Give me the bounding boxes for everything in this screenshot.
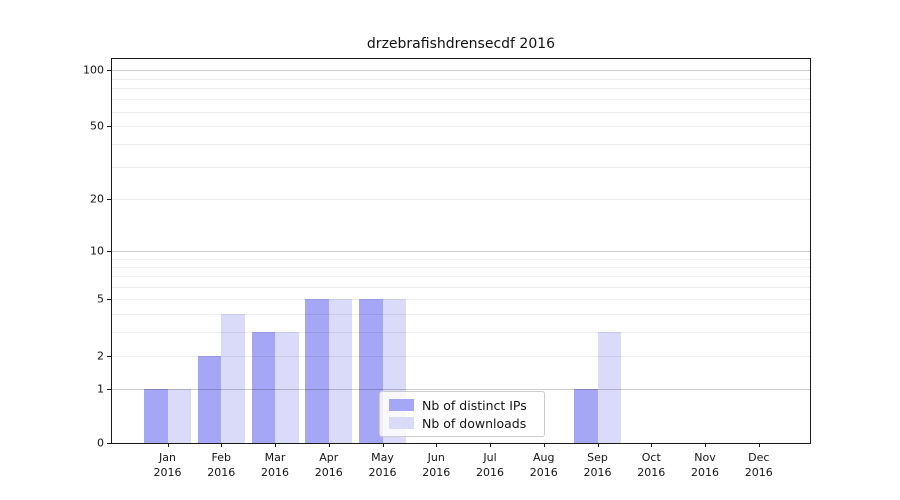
x-tick-mark bbox=[758, 443, 760, 447]
gridline-minor bbox=[112, 126, 810, 127]
legend-item-distinct-ips: Nb of distinct IPs bbox=[389, 397, 535, 413]
x-tick-mark bbox=[275, 443, 276, 447]
x-tick-mark bbox=[382, 443, 384, 447]
bar-downloads bbox=[597, 331, 621, 443]
x-tick-label: Nov 2016 bbox=[691, 451, 719, 479]
x-tick-label: Apr 2016 bbox=[314, 451, 343, 479]
gridline-decade bbox=[112, 251, 810, 252]
legend-swatch-distinct-ips bbox=[389, 399, 414, 411]
x-tick-label: Aug 2016 bbox=[529, 451, 558, 479]
legend-label-distinct-ips: Nb of distinct IPs bbox=[422, 397, 527, 413]
y-tick-mark bbox=[107, 299, 111, 300]
y-tick-mark bbox=[107, 443, 111, 444]
x-tick-label: Jan 2016 bbox=[153, 451, 182, 479]
y-tick-mark bbox=[107, 389, 111, 390]
gridline-decade bbox=[112, 70, 810, 71]
y-tick-mark bbox=[107, 251, 111, 252]
x-tick-mark bbox=[328, 443, 330, 447]
bar-distinct-ips bbox=[359, 299, 383, 443]
gridline-minor bbox=[112, 314, 810, 315]
gridline-minor bbox=[112, 286, 810, 288]
x-tick-mark bbox=[705, 443, 706, 447]
x-tick-mark bbox=[221, 443, 223, 447]
gridline-minor bbox=[112, 258, 810, 260]
gridline-minor bbox=[112, 99, 810, 100]
x-tick-mark bbox=[543, 443, 545, 447]
x-tick-mark bbox=[490, 443, 491, 447]
x-tick-label: Sep 2016 bbox=[583, 451, 612, 479]
y-tick-label: 20 bbox=[90, 192, 104, 206]
y-tick-label: 50 bbox=[90, 119, 104, 133]
gridline-minor bbox=[112, 167, 810, 168]
x-tick-label: Oct 2016 bbox=[637, 451, 666, 479]
legend: Nb of distinct IPs Nb of downloads bbox=[379, 391, 545, 437]
gridline-minor bbox=[112, 266, 810, 268]
y-tick-mark bbox=[107, 70, 111, 71]
bar-distinct-ips bbox=[197, 356, 222, 443]
chart-title: drzebrafishdrensecdf 2016 bbox=[366, 36, 556, 52]
y-tick-label: 100 bbox=[83, 63, 104, 77]
bar-downloads bbox=[275, 331, 299, 443]
bar-downloads bbox=[221, 314, 245, 443]
y-tick-label: 0 bbox=[97, 436, 104, 450]
bar-distinct-ips bbox=[144, 389, 168, 443]
x-tick-mark bbox=[651, 443, 653, 447]
y-tick-label: 1 bbox=[97, 382, 104, 396]
gridline-minor bbox=[112, 78, 810, 80]
gridline-decade bbox=[112, 389, 810, 390]
gridline-minor bbox=[112, 144, 810, 145]
y-tick-label: 10 bbox=[90, 244, 104, 258]
gridline-minor bbox=[112, 331, 810, 333]
bar-distinct-ips bbox=[251, 331, 275, 443]
bar-distinct-ips bbox=[574, 389, 598, 443]
x-tick-label: May 2016 bbox=[368, 451, 397, 479]
y-tick-mark bbox=[107, 199, 111, 200]
bar-distinct-ips bbox=[305, 299, 329, 443]
gridline-minor bbox=[112, 88, 810, 89]
gridline-minor bbox=[112, 356, 810, 357]
y-tick-label: 2 bbox=[97, 349, 104, 363]
x-tick-mark bbox=[167, 443, 169, 447]
y-tick-label: 5 bbox=[97, 292, 104, 306]
bar-downloads bbox=[328, 299, 353, 443]
gridline-minor bbox=[112, 299, 810, 300]
x-tick-mark bbox=[597, 443, 599, 447]
x-tick-label: Dec 2016 bbox=[744, 451, 773, 479]
x-tick-label: Jul 2016 bbox=[476, 451, 504, 479]
gridline-minor bbox=[112, 199, 810, 200]
gridline-minor bbox=[112, 111, 810, 113]
bar-downloads bbox=[167, 389, 191, 443]
x-tick-label: Mar 2016 bbox=[261, 451, 289, 479]
legend-item-downloads: Nb of downloads bbox=[389, 415, 535, 431]
y-tick-mark bbox=[107, 356, 111, 357]
y-tick-mark bbox=[107, 126, 111, 127]
x-tick-mark bbox=[436, 443, 438, 447]
gridline-minor bbox=[112, 276, 810, 277]
x-tick-label: Jun 2016 bbox=[422, 451, 451, 479]
x-tick-label: Feb 2016 bbox=[207, 451, 236, 479]
legend-label-downloads: Nb of downloads bbox=[422, 415, 527, 431]
legend-swatch-downloads bbox=[389, 417, 414, 429]
